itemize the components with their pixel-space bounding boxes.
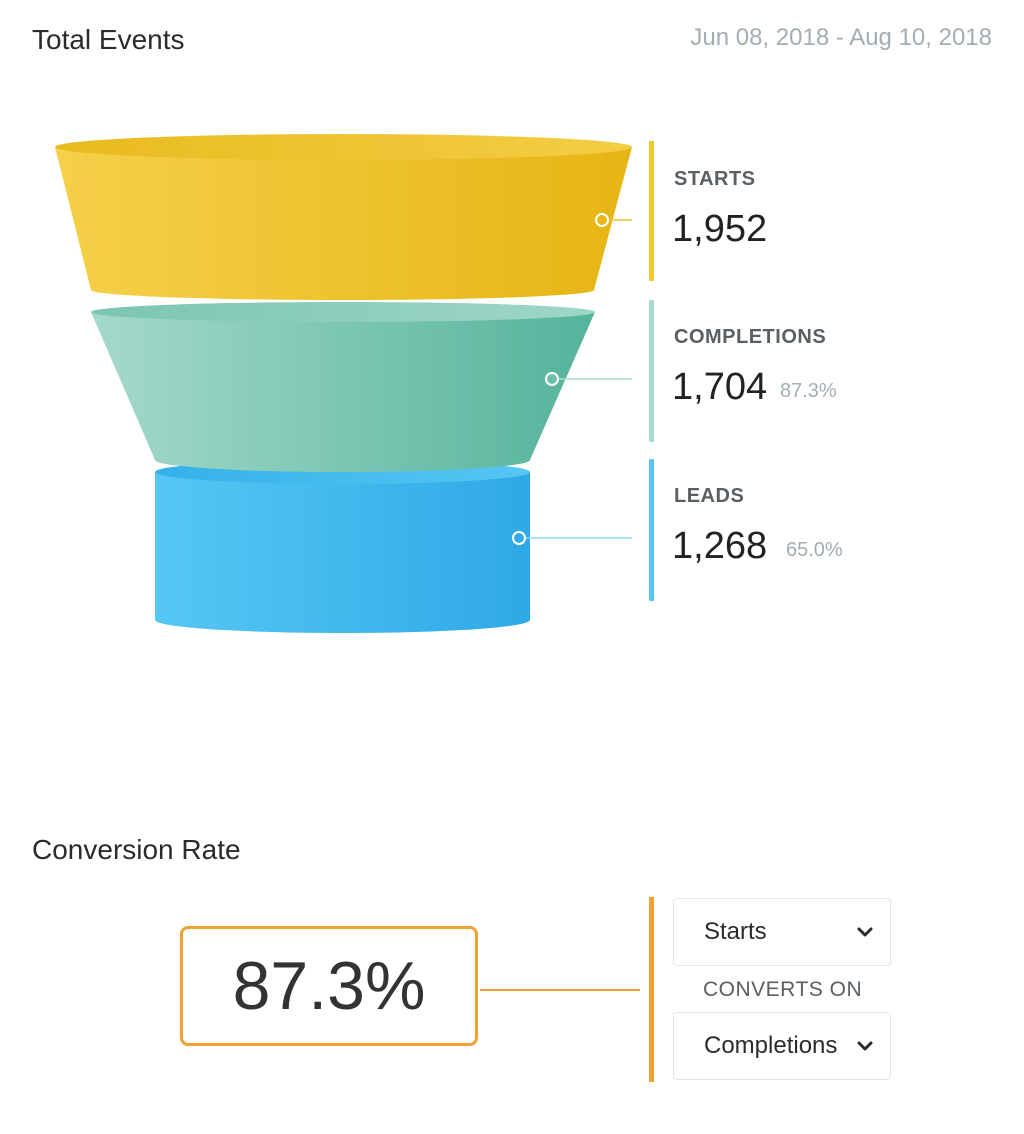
leads-value: 1,268 xyxy=(672,525,768,567)
funnel-stage-starts xyxy=(55,134,632,300)
connector-completions xyxy=(545,372,632,386)
starts-color-bar xyxy=(649,141,654,281)
completions-label: COMPLETIONS xyxy=(674,326,827,348)
conversion-rate-box: 87.3% xyxy=(180,926,478,1046)
leads-color-bar xyxy=(649,459,654,601)
from-stage-select[interactable]: Starts xyxy=(673,898,891,966)
completions-percent: 87.3% xyxy=(780,380,837,402)
leads-percent: 65.0% xyxy=(786,539,843,561)
completions-value: 1,704 xyxy=(672,366,768,408)
chevron-down-icon xyxy=(857,927,873,937)
connector-starts xyxy=(595,213,632,227)
connector-leads xyxy=(512,531,632,545)
starts-label: STARTS xyxy=(674,168,756,190)
funnel-stage-completions xyxy=(91,302,595,473)
converts-on-label: CONVERTS ON xyxy=(703,978,863,1001)
conversion-rate-title: Conversion Rate xyxy=(32,834,241,865)
completions-color-bar xyxy=(649,300,654,442)
date-range[interactable]: Jun 08, 2018 - Aug 10, 2018 xyxy=(690,24,992,51)
from-stage-select-value: Starts xyxy=(704,918,767,945)
to-stage-select[interactable]: Completions xyxy=(673,1012,891,1080)
starts-value: 1,952 xyxy=(672,208,768,250)
chevron-down-icon xyxy=(857,1041,873,1051)
funnel-graphic xyxy=(55,134,632,634)
total-events-title: Total Events xyxy=(32,24,185,55)
rate-connector-line xyxy=(480,989,640,991)
conversion-rate-value: 87.3% xyxy=(232,948,426,1024)
leads-label: LEADS xyxy=(674,485,745,507)
funnel-stage-leads xyxy=(155,460,530,634)
to-stage-select-value: Completions xyxy=(704,1032,838,1059)
rate-accent-bar xyxy=(649,897,654,1082)
